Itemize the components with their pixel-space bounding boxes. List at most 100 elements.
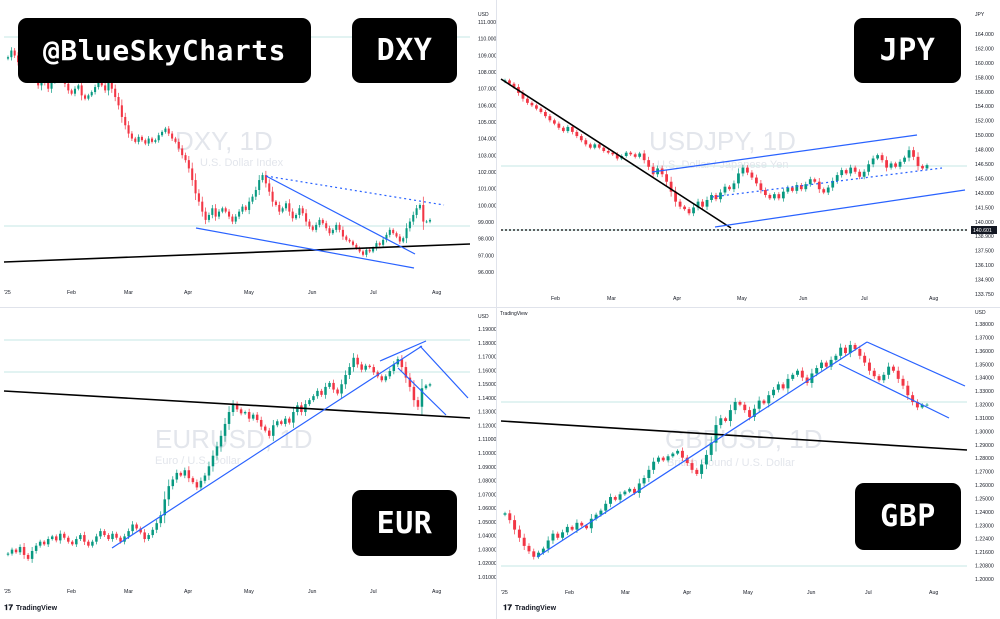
candle	[561, 127, 565, 132]
candle	[777, 194, 781, 199]
candle	[235, 404, 239, 410]
candle	[882, 374, 886, 381]
candle	[602, 147, 606, 151]
candle	[214, 208, 217, 217]
candle	[111, 533, 114, 540]
y-tick-label: 101.000	[478, 187, 496, 193]
candle	[231, 404, 235, 413]
candle	[719, 192, 722, 200]
candle	[805, 377, 809, 383]
candle	[79, 535, 82, 540]
candle	[308, 221, 311, 227]
y-tick-label: 1.29000	[975, 443, 994, 449]
candle	[696, 201, 700, 208]
candle	[94, 87, 97, 93]
candle	[894, 163, 897, 167]
x-tick-label: Mar	[124, 589, 133, 595]
channel-trendline	[651, 134, 918, 173]
candle	[274, 201, 277, 205]
candle	[154, 140, 157, 142]
candle	[344, 374, 347, 385]
y-tick-label: 162.000	[975, 46, 994, 52]
candle	[163, 499, 166, 516]
candle	[858, 171, 862, 177]
eur-panel: EURUSD, 1D Euro / U.S. Dollar 1.19000 1.180…	[0, 308, 496, 619]
watermark-subtitle: Euro / U.S. Dollar	[155, 455, 241, 467]
candle	[292, 412, 295, 423]
jpy-badge: JPY	[854, 18, 961, 83]
y-tick-label: 1.33000	[975, 389, 994, 395]
candle	[392, 364, 396, 372]
y-tick-label: 1.32000	[975, 403, 994, 409]
candle	[402, 238, 405, 242]
candle	[114, 88, 117, 98]
eur-badge: EUR	[352, 490, 457, 556]
candle	[259, 419, 263, 427]
x-tick-label: May	[244, 290, 254, 296]
candle	[280, 421, 283, 424]
candle	[700, 464, 704, 474]
x-tick-label: Aug	[432, 589, 441, 595]
candle	[221, 208, 224, 212]
candle	[318, 219, 321, 225]
candle	[140, 136, 144, 141]
candle	[321, 219, 324, 224]
channel-trendline	[536, 341, 868, 558]
candle	[219, 435, 223, 447]
candle	[356, 357, 359, 365]
x-tick-label: May	[737, 296, 747, 302]
candle	[692, 207, 695, 214]
candle	[38, 541, 42, 546]
y-tick-label: 1.15000	[478, 382, 496, 388]
candle	[839, 347, 843, 356]
candle	[685, 457, 689, 464]
candle	[588, 144, 592, 148]
candle	[690, 463, 694, 470]
candle	[872, 370, 876, 377]
candle	[372, 248, 375, 252]
candle	[674, 191, 677, 202]
candle	[6, 553, 10, 555]
candle	[348, 367, 351, 375]
candle	[207, 466, 211, 476]
y-tick-label: 156.000	[975, 90, 994, 96]
candle	[618, 494, 622, 500]
candle	[826, 187, 830, 193]
candle	[217, 211, 221, 217]
channel-trendline	[379, 340, 427, 362]
candle	[412, 214, 415, 222]
chart-background	[497, 308, 1000, 619]
candle	[352, 357, 355, 368]
candle	[552, 120, 556, 124]
candle	[858, 349, 862, 356]
watermark-title: EURUSD, 1D	[155, 424, 312, 454]
watermark-subtitle: U.S. Dollar / Japanese Yen	[657, 159, 788, 171]
candle	[227, 412, 231, 424]
candle	[680, 450, 684, 458]
candle	[63, 533, 66, 538]
y-tick-label: 1.35000	[975, 362, 994, 368]
candle	[243, 412, 247, 414]
candle	[147, 535, 150, 540]
y-tick-label: 1.01000	[478, 575, 496, 581]
y-tick-label: 1.21600	[975, 550, 994, 556]
candle	[123, 536, 126, 542]
candle	[416, 400, 420, 407]
candle	[637, 483, 641, 493]
candle	[91, 541, 94, 546]
candle	[834, 355, 838, 360]
candle	[42, 541, 46, 545]
candle	[867, 164, 871, 172]
candle	[428, 384, 432, 386]
candle	[920, 404, 924, 408]
candle	[191, 168, 194, 181]
candle	[853, 167, 857, 172]
candle	[95, 536, 98, 542]
x-tick-label: Jun	[308, 589, 316, 595]
x-tick-label: May	[244, 589, 254, 595]
candle	[263, 426, 267, 431]
y-tick-label: 105.000	[478, 120, 496, 126]
watermark-subtitle: U.S. Dollar Index	[200, 157, 284, 169]
candle	[796, 370, 800, 375]
y-tick-label: 1.34000	[975, 376, 994, 382]
